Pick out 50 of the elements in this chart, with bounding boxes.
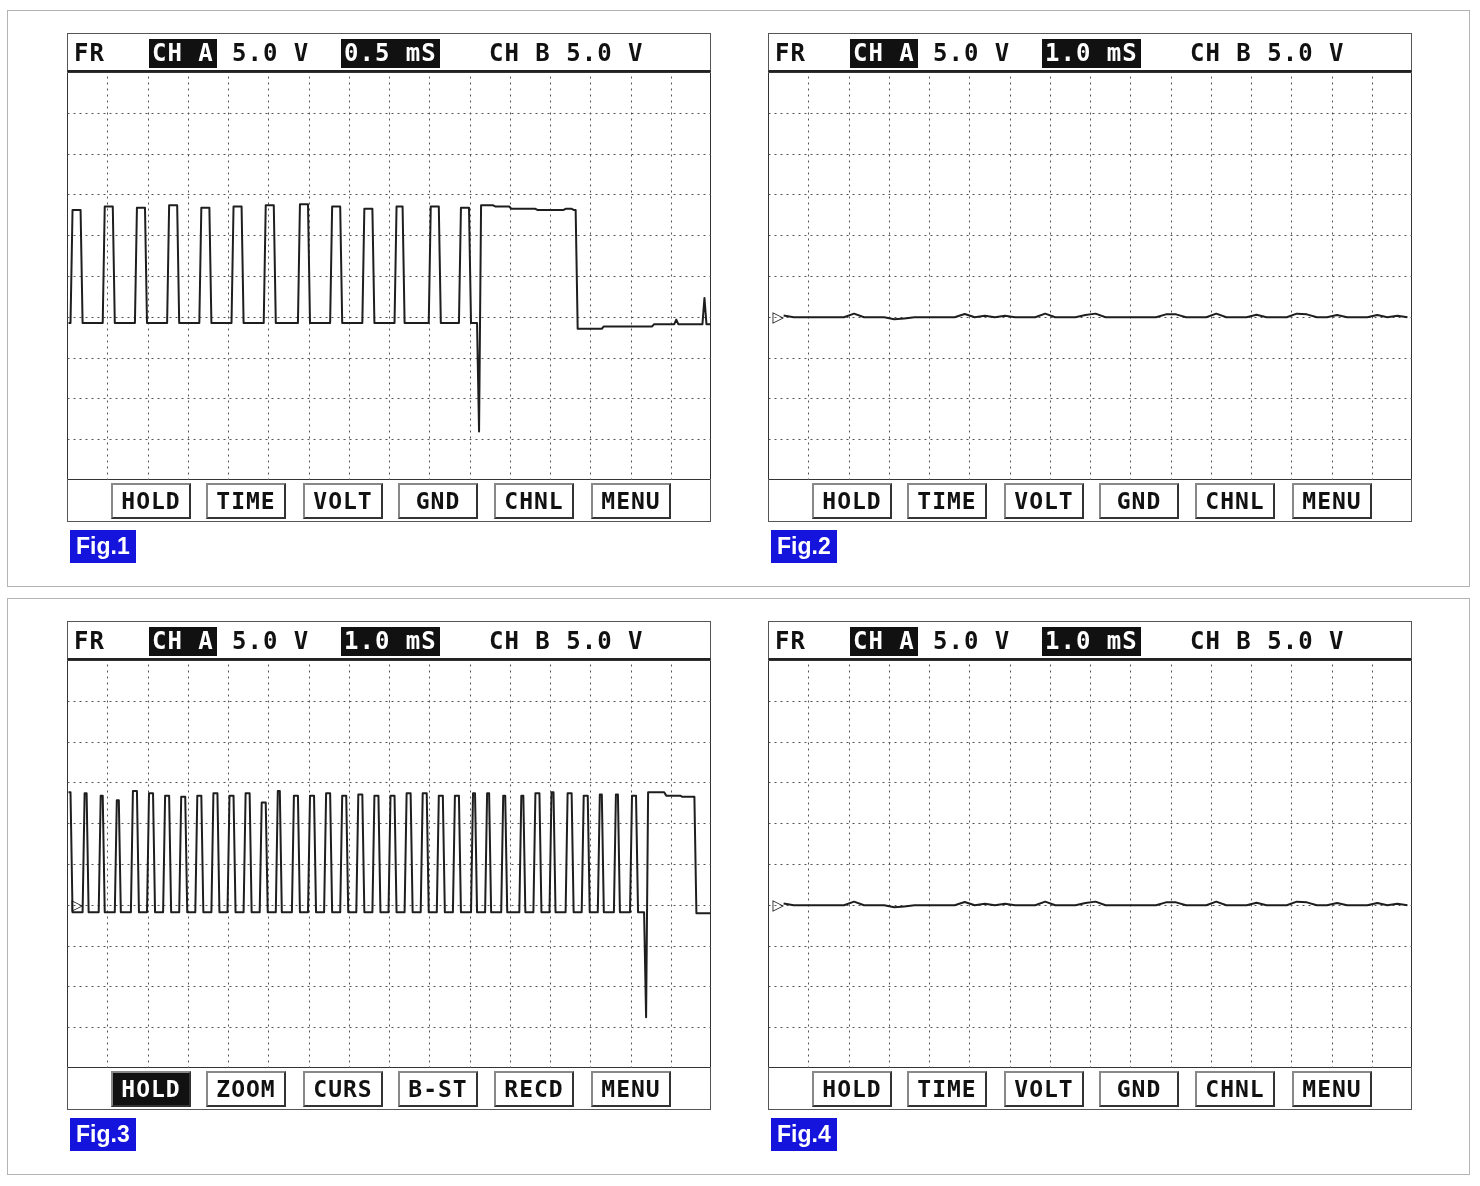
- text: 5.0 V: [231, 39, 311, 68]
- text: FR: [73, 39, 106, 68]
- text: 5.0 V: [231, 627, 311, 656]
- text: TIME: [206, 483, 286, 519]
- text: FR: [774, 627, 807, 656]
- text: VOLT: [303, 483, 383, 519]
- text: CHNL: [1195, 483, 1275, 519]
- text: Fig.1: [70, 530, 136, 563]
- text: 1.0 mS: [341, 627, 440, 656]
- text: 5.0 V: [932, 627, 1012, 656]
- text: 1.0 mS: [1042, 39, 1141, 68]
- text: CH A: [850, 627, 918, 656]
- text: 0.5 mS: [341, 39, 440, 68]
- text: CHNL: [1195, 1071, 1275, 1107]
- text: FR: [73, 627, 106, 656]
- text: MENU: [591, 1071, 671, 1107]
- text: CH B 5.0 V: [1189, 39, 1346, 68]
- text: ZOOM: [206, 1071, 286, 1107]
- text: GND: [1099, 483, 1179, 519]
- text: CH B 5.0 V: [1189, 627, 1346, 656]
- text: Fig.2: [771, 530, 837, 563]
- annotation: ▷: [772, 308, 785, 327]
- text: B-ST: [398, 1071, 478, 1107]
- text: Fig.3: [70, 1118, 136, 1151]
- text: 1.0 mS: [1042, 627, 1141, 656]
- text: CH A: [850, 39, 918, 68]
- text: VOLT: [1004, 1071, 1084, 1107]
- text: TIME: [907, 1071, 987, 1107]
- annotation: ▷: [772, 896, 785, 915]
- text: VOLT: [1004, 483, 1084, 519]
- text: HOLD: [111, 483, 191, 519]
- text: CHNL: [494, 483, 574, 519]
- text: CH B 5.0 V: [488, 39, 645, 68]
- text: MENU: [1292, 1071, 1372, 1107]
- text: MENU: [1292, 483, 1372, 519]
- text: GND: [398, 483, 478, 519]
- text: CH A: [149, 39, 217, 68]
- text: CH B 5.0 V: [488, 627, 645, 656]
- text: TIME: [907, 483, 987, 519]
- text: CURS: [303, 1071, 383, 1107]
- text: HOLD: [812, 1071, 892, 1107]
- text: Fig.4: [771, 1118, 837, 1151]
- text: FR: [774, 39, 807, 68]
- text: HOLD: [812, 483, 892, 519]
- text: HOLD: [111, 1071, 191, 1107]
- text: GND: [1099, 1071, 1179, 1107]
- text: 5.0 V: [932, 39, 1012, 68]
- text: MENU: [591, 483, 671, 519]
- text: CH A: [149, 627, 217, 656]
- text: RECD: [494, 1071, 574, 1107]
